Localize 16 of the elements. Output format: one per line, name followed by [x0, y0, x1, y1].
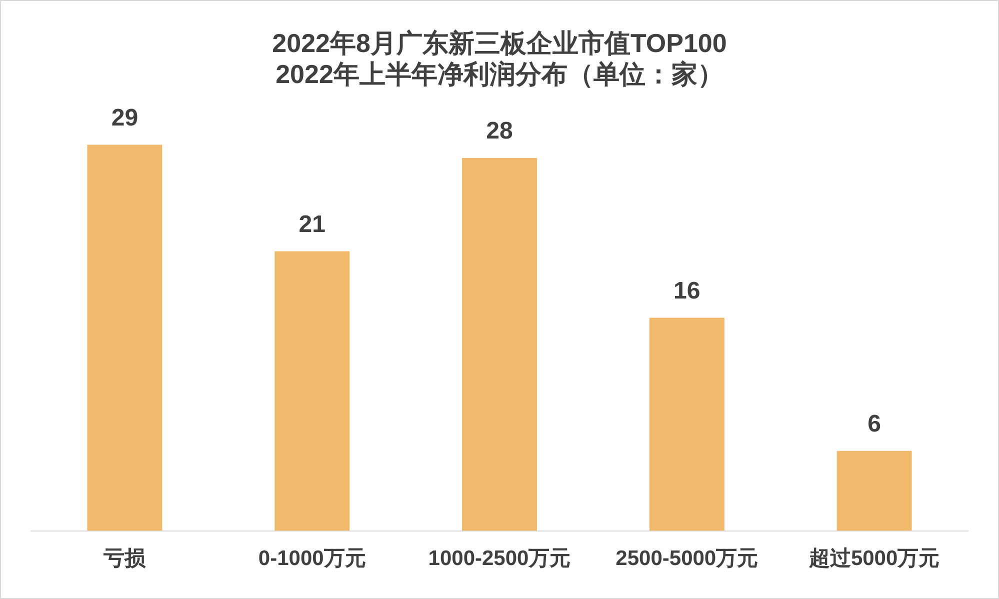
bar — [462, 158, 537, 531]
data-label: 6 — [868, 410, 881, 438]
x-tick-label: 2500-5000万元 — [616, 547, 758, 570]
data-label: 29 — [111, 104, 138, 132]
x-tick-label: 亏损 — [102, 547, 147, 570]
x-tick-label: 超过5000万元 — [808, 547, 940, 570]
data-label: 16 — [674, 277, 700, 304]
data-label: 21 — [298, 210, 326, 238]
x-tick-label: 1000-2500万元 — [428, 547, 571, 570]
bar — [836, 450, 912, 531]
bar — [649, 318, 724, 531]
chart-title: 2022年8月广东新三板企业市值TOP100 2022年上半年净利润分布（单位：家） — [272, 28, 727, 89]
bar — [87, 144, 162, 531]
bar — [274, 251, 350, 531]
x-tick-label: 0-1000万元 — [258, 547, 366, 570]
data-label: 28 — [486, 118, 513, 145]
